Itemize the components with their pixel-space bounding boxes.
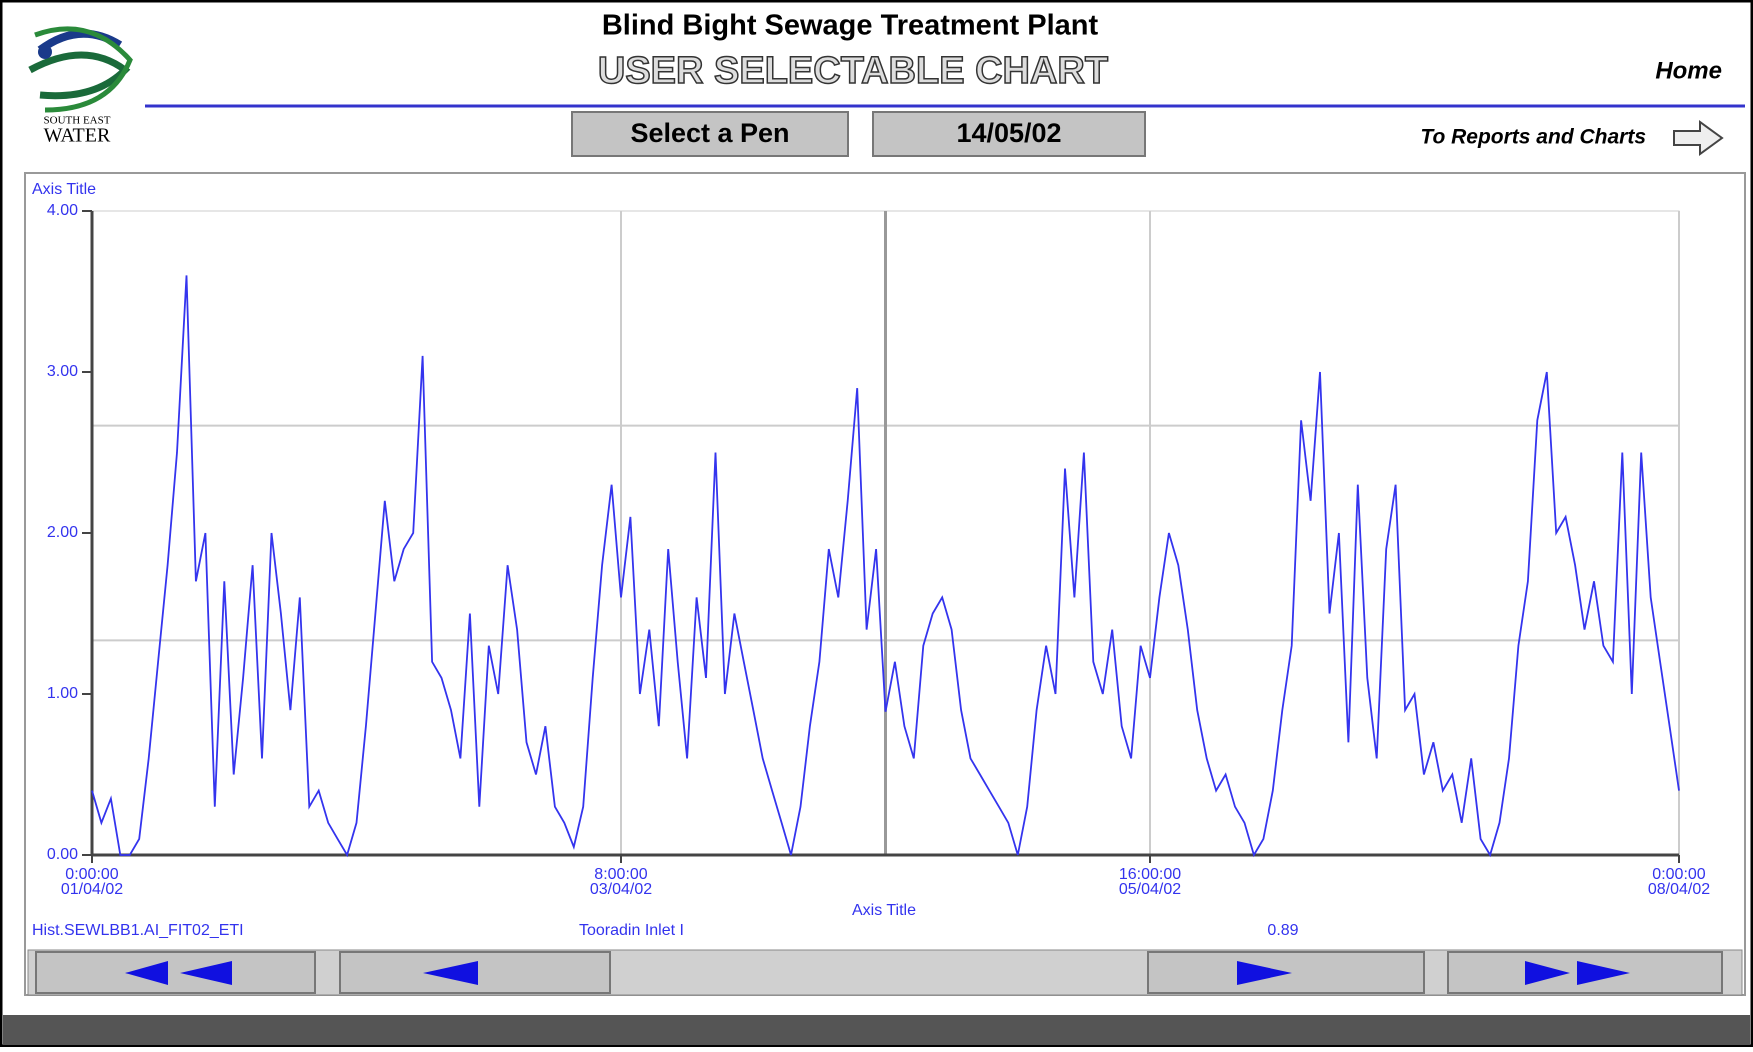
x-tick-label: 8:00:00 (594, 866, 647, 883)
home-link[interactable]: Home (1655, 57, 1722, 84)
x-axis-title: Axis Title (852, 902, 916, 919)
x-tick-label: 0:00:00 (65, 866, 118, 883)
x-tick-label: 0:00:00 (1652, 866, 1705, 883)
logo-line1: SOUTH EAST (44, 115, 111, 127)
scroll-far-left[interactable] (35, 951, 316, 994)
y-tick-label: 2.00 (47, 524, 78, 541)
x-tick-date: 08/04/02 (1648, 881, 1710, 898)
subtitle: USER SELECTABLE CHART (598, 50, 1108, 92)
reports-arrow[interactable] (1673, 120, 1724, 156)
y-tick-label: 3.00 (47, 363, 78, 380)
title: Blind Bight Sewage Treatment Plant (602, 10, 1099, 42)
pen-button-label: Select a Pen (630, 118, 789, 148)
scroll-left[interactable] (339, 951, 611, 994)
scroll-right[interactable] (1147, 951, 1425, 994)
reports-link[interactable]: To Reports and Charts (1420, 126, 1646, 149)
scroll-far-right[interactable] (1447, 951, 1723, 994)
date-button[interactable]: 14/05/02 (872, 111, 1146, 157)
pen-tag: Hist.SEWLBB1.AI_FIT02_ETI (32, 922, 244, 939)
y-tick-label: 1.00 (47, 685, 78, 702)
logo-line2: WATER (44, 125, 111, 147)
scrollbar (27, 949, 1743, 996)
cursor-value: 0.89 (1267, 922, 1298, 939)
date-button-label: 14/05/02 (956, 118, 1061, 148)
y-tick-label: 4.00 (47, 202, 78, 219)
x-tick-date: 01/04/02 (61, 881, 123, 898)
x-tick-label: 16:00:00 (1119, 866, 1181, 883)
logo: SOUTH EAST WATER (28, 26, 133, 147)
x-tick-date: 05/04/02 (1119, 881, 1181, 898)
pen-description: Tooradin Inlet I (579, 922, 684, 939)
pen-button[interactable]: Select a Pen (571, 111, 849, 157)
data-line (91, 275, 1680, 858)
y-axis-title: Axis Title (32, 181, 96, 198)
y-tick-label: 0.00 (47, 846, 78, 863)
status-bar (3, 1015, 1750, 1045)
x-tick-date: 03/04/02 (590, 881, 652, 898)
